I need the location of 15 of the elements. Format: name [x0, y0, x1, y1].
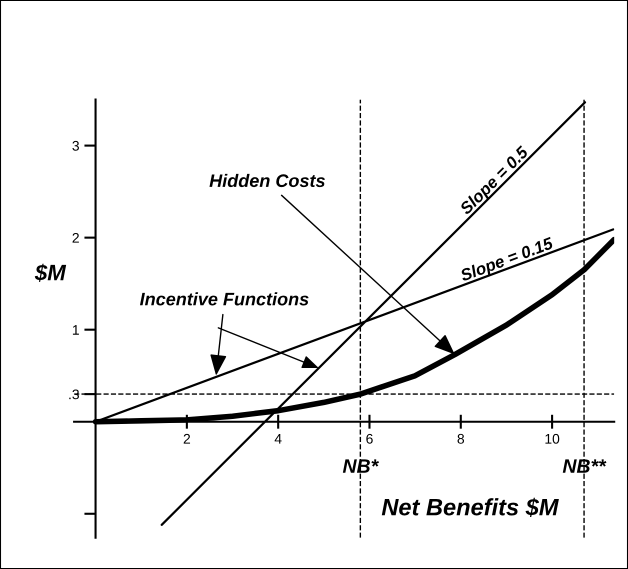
y-tick-label: 2 — [72, 232, 79, 243]
ref-line-label: NB** — [562, 459, 606, 473]
x-tick-label: 6 — [366, 434, 373, 444]
annotation: Slope = 0.15 — [459, 236, 556, 285]
ref-line-label: NB* — [342, 459, 379, 473]
x-tick-label: 4 — [274, 434, 282, 444]
annotation: Hidden Costs — [209, 174, 325, 188]
annotation: Incentive Functions — [140, 292, 309, 306]
x-tick-label: 8 — [458, 434, 464, 444]
x-tick-label: 10 — [545, 434, 560, 444]
x-axis-title: Net Benefits $M — [382, 498, 559, 518]
y-tick-label: 3 — [72, 140, 79, 151]
x-tick-label: 2 — [184, 434, 190, 444]
y-axis-title: $M — [34, 264, 66, 282]
y-tick-label: 1 — [72, 325, 79, 335]
